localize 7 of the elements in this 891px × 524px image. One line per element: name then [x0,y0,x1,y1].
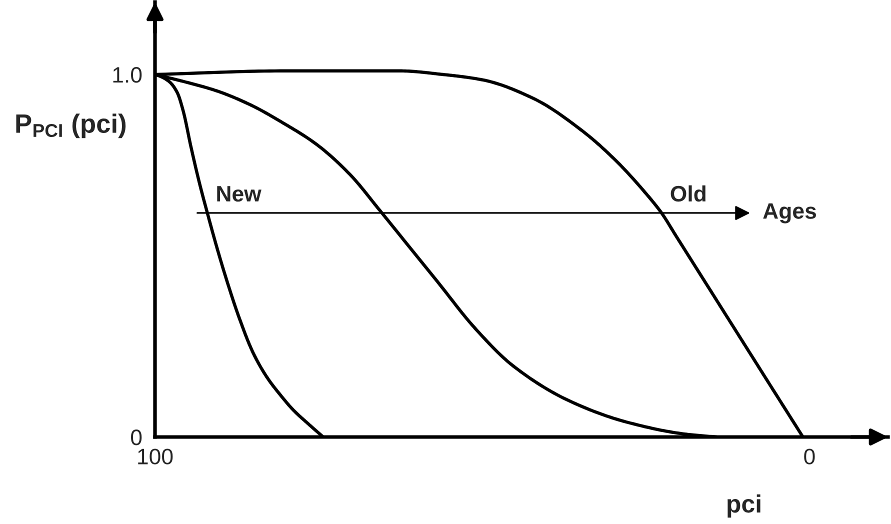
annotation: Old [670,185,706,202]
y-tick-label: 1.0 [113,67,142,83]
y-axis-title: P$_{PCI}$ (pci) [16,114,126,138]
annotation: New [217,186,262,202]
x-tick-label: 100 [138,448,173,464]
x-axis-title: pci [728,494,760,518]
annotation: Ages [763,203,816,224]
